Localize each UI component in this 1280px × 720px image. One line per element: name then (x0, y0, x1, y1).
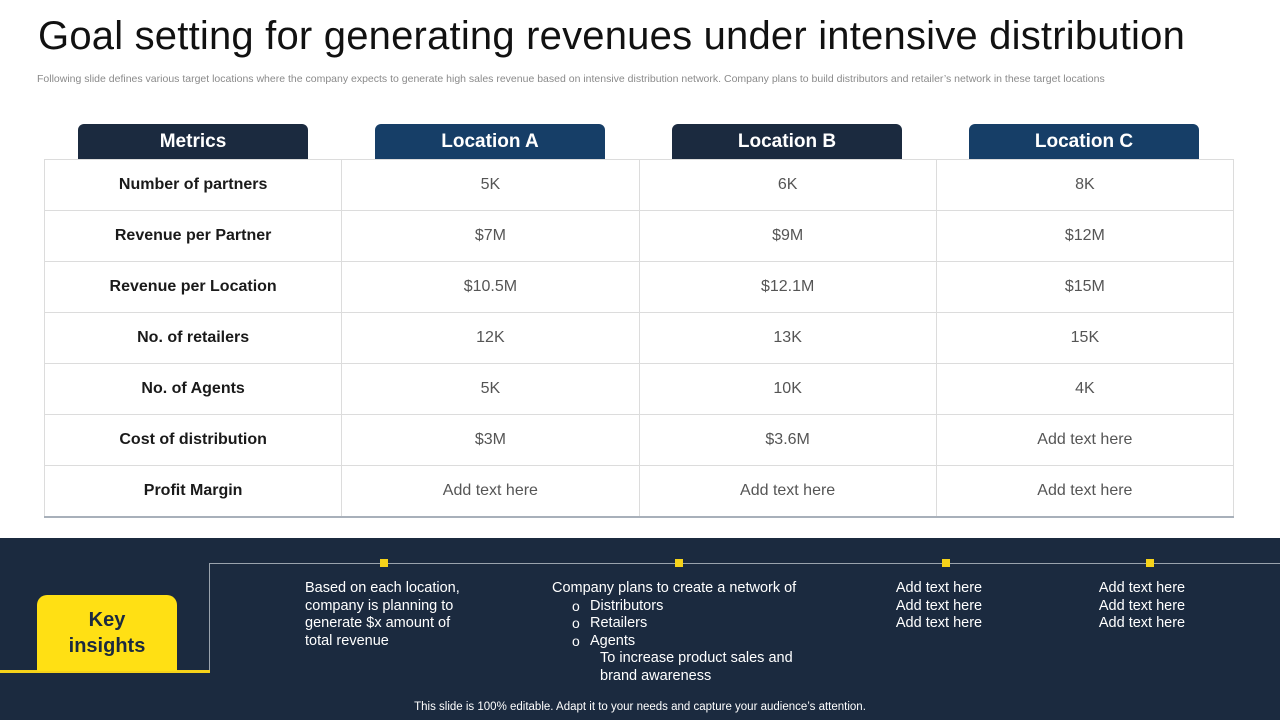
value-cell: 15K (935, 312, 1235, 364)
value-cell: 13K (638, 312, 937, 364)
insight-line: brand awareness (600, 667, 712, 684)
insight-1: Based on each location, company is plann… (305, 580, 505, 650)
value-cell: 6K (638, 159, 937, 211)
list-item: Distributors (552, 598, 822, 616)
value-cell: Add text here (935, 414, 1235, 466)
metric-cell: Cost of distribution (43, 414, 343, 466)
metric-cell: Revenue per Partner (43, 210, 343, 262)
insight-line: Add text here (1098, 580, 1186, 596)
header-metrics: Metrics (78, 124, 308, 160)
value-cell: $12.1M (638, 261, 937, 313)
table-row: No. of Agents 5K 10K 4K (43, 363, 1235, 415)
table-row: Revenue per Location $10.5M $12.1M $15M (43, 261, 1235, 313)
insight-marker-dot (942, 559, 950, 567)
table-row: No. of retailers 12K 13K 15K (43, 312, 1235, 364)
metric-cell: No. of Agents (43, 363, 343, 415)
table-row: Number of partners 5K 6K 8K (43, 159, 1235, 211)
insight-4: Add text here Add text here Add text her… (1083, 580, 1201, 633)
insight-line: To increase product sales and (600, 650, 793, 667)
value-cell: $10.5M (341, 261, 640, 313)
insight-line: generate $x amount of (305, 615, 451, 632)
value-cell: $3M (341, 414, 640, 466)
header-location-c: Location C (969, 124, 1199, 160)
insight-line: Add text here (1098, 597, 1186, 614)
value-cell: 8K (935, 159, 1235, 211)
value-cell: Add text here (638, 465, 937, 518)
value-cell: Add text here (935, 465, 1235, 518)
footer-note: This slide is 100% editable. Adapt it to… (414, 701, 866, 713)
page-subtitle: Following slide defines various target l… (37, 73, 1105, 85)
insight-line: Add text here (895, 615, 983, 632)
key-insights-line: Key (88, 609, 126, 631)
insight-line: total revenue (305, 632, 389, 649)
key-insights-label: Key insights (37, 595, 177, 671)
value-cell: $12M (935, 210, 1235, 262)
table-row: Revenue per Partner $7M $9M $12M (43, 210, 1235, 262)
insight-line: Add text here (895, 580, 983, 596)
insights-accent-line (0, 670, 210, 673)
insight-marker-dot (380, 559, 388, 567)
value-cell: 12K (341, 312, 640, 364)
insight-line: Add text here (895, 597, 983, 614)
value-cell: $9M (638, 210, 937, 262)
insight-2: Company plans to create a network of Dis… (552, 580, 822, 686)
table-row: Profit Margin Add text here Add text her… (43, 465, 1235, 518)
metric-cell: Revenue per Location (43, 261, 343, 313)
insight-marker-dot (1146, 559, 1154, 567)
header-location-a: Location A (375, 124, 605, 160)
metric-cell: Profit Margin (43, 465, 343, 518)
metric-cell: No. of retailers (43, 312, 343, 364)
value-cell: $15M (935, 261, 1235, 313)
table-row: Cost of distribution $3M $3.6M Add text … (43, 414, 1235, 466)
value-cell: $7M (341, 210, 640, 262)
key-insights-line: insights (68, 635, 146, 657)
value-cell: Add text here (341, 465, 640, 518)
page-title: Goal setting for generating revenues und… (38, 14, 1186, 58)
value-cell: 5K (341, 159, 640, 211)
insights-divider-left (209, 563, 210, 671)
value-cell: 10K (638, 363, 937, 415)
insight-line: Based on each location, (305, 580, 460, 596)
header-location-b: Location B (672, 124, 902, 160)
insight-3: Add text here Add text here Add text her… (880, 580, 998, 633)
value-cell: 5K (341, 363, 640, 415)
metric-cell: Number of partners (43, 159, 343, 211)
insight-marker-dot (675, 559, 683, 567)
insight-line: Add text here (1098, 615, 1186, 632)
insight-line: company is planning to (305, 597, 454, 614)
list-item: Retailers (552, 615, 822, 633)
value-cell: 4K (935, 363, 1235, 415)
metrics-table: Number of partners 5K 6K 8K Revenue per … (43, 159, 1235, 518)
list-item: Agents (552, 633, 822, 651)
value-cell: $3.6M (638, 414, 937, 466)
insights-divider-top (209, 563, 1280, 564)
insight-line: Company plans to create a network of (552, 580, 797, 596)
insight-bullet-list: Distributors Retailers Agents (552, 598, 822, 651)
